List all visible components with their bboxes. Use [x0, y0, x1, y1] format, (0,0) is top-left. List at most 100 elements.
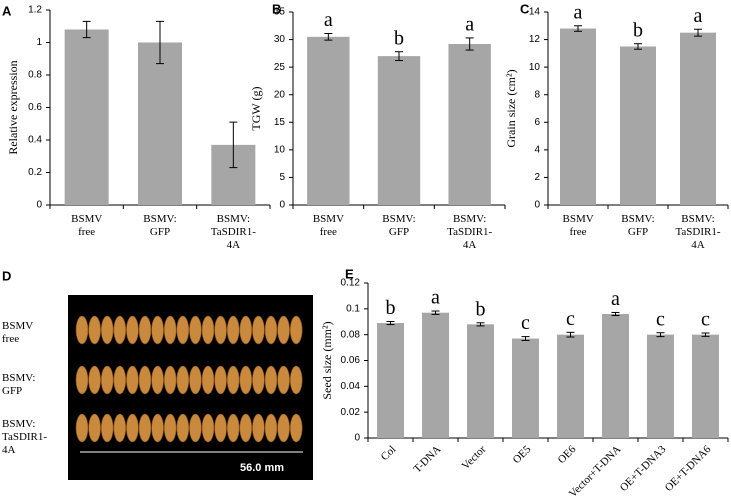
- bar: [560, 28, 596, 205]
- seed: [289, 315, 303, 345]
- y-tick-label: 0.12: [341, 278, 361, 289]
- y-tick-label: 0: [279, 200, 285, 211]
- seed: [151, 413, 164, 443]
- y-tick-label: 8: [534, 89, 540, 100]
- panel-letter: A: [2, 3, 12, 18]
- seed: [88, 365, 101, 395]
- bar: [467, 324, 494, 438]
- significance-letter: a: [431, 287, 440, 309]
- seed: [189, 315, 202, 345]
- y-tick-label: 14: [529, 7, 541, 18]
- panel-letter: D: [2, 268, 11, 283]
- y-tick-label: 15: [274, 117, 286, 128]
- y-tick-label: 6: [534, 117, 540, 128]
- seed: [252, 315, 265, 345]
- seed: [289, 365, 303, 395]
- y-axis-label: Seed size (mm²): [320, 321, 334, 399]
- bar: [377, 323, 404, 438]
- bar: [377, 56, 421, 205]
- seed: [75, 365, 89, 395]
- seed: [189, 413, 202, 443]
- significance-letter: a: [694, 5, 703, 27]
- seed: [126, 365, 139, 395]
- x-tick-label: BSMV: GFP: [621, 213, 655, 238]
- panel-letter: E: [345, 266, 354, 281]
- x-tick-label: BSMV free: [312, 213, 345, 238]
- y-tick-label: 5: [279, 172, 285, 183]
- seed: [113, 365, 127, 395]
- y-tick-label: 0.06: [341, 355, 361, 366]
- y-tick-label: 0.4: [28, 135, 42, 146]
- x-tick-label: Vector: [460, 443, 489, 472]
- seed: [201, 315, 215, 345]
- row-label: BSMV free: [2, 320, 33, 345]
- seed: [226, 315, 240, 345]
- y-tick-label: 1: [36, 37, 42, 48]
- significance-letter: a: [324, 9, 333, 31]
- x-tick-label: BSMV free: [562, 213, 594, 238]
- significance-letter: c: [656, 308, 665, 330]
- y-axis-label: Relative expression: [6, 60, 20, 154]
- significance-letter: c: [701, 309, 710, 331]
- y-tick-label: 10: [529, 62, 541, 73]
- y-tick-label: 2: [534, 172, 540, 183]
- bar: [512, 338, 539, 438]
- seed: [277, 315, 290, 345]
- seed: [264, 413, 278, 443]
- seed: [214, 413, 227, 443]
- x-tick-label: BSMV: GFP: [143, 213, 177, 238]
- seed: [239, 365, 253, 395]
- seed: [277, 365, 290, 395]
- x-tick-label: BSMV: TaSDIR1-4A: [447, 213, 493, 251]
- seed: [138, 413, 152, 443]
- seed: [201, 413, 215, 443]
- bar: [620, 46, 656, 205]
- seed: [75, 413, 89, 443]
- y-tick-label: 0.8: [28, 70, 42, 81]
- significance-letter: b: [633, 19, 643, 41]
- significance-letter: b: [476, 298, 486, 320]
- y-axis-label: TGW (g): [249, 86, 263, 130]
- y-tick-label: 20: [274, 89, 286, 100]
- seed: [113, 315, 127, 345]
- seed: [226, 365, 240, 395]
- bar: [448, 43, 491, 206]
- seed: [201, 365, 215, 395]
- bar: [557, 334, 584, 438]
- bar: [307, 36, 350, 205]
- y-tick-label: 0.04: [341, 381, 361, 392]
- y-tick-label: 0: [354, 433, 360, 444]
- bar: [422, 312, 449, 438]
- y-tick-label: 0: [36, 200, 42, 211]
- significance-letter: a: [611, 288, 620, 310]
- seed: [176, 365, 190, 395]
- seed: [151, 365, 164, 395]
- seed: [138, 315, 152, 345]
- seed: [163, 365, 177, 395]
- seed: [239, 413, 253, 443]
- seed: [163, 413, 177, 443]
- x-tick-label: BSMV: GFP: [382, 213, 416, 238]
- seed: [189, 365, 202, 395]
- x-tick-label: OE5: [511, 443, 534, 466]
- panel-letter: C: [520, 1, 530, 16]
- seed: [252, 413, 265, 443]
- y-tick-label: 0.02: [341, 407, 361, 418]
- y-tick-label: 30: [274, 34, 286, 45]
- y-axis-label: Grain size (cm²): [504, 69, 518, 147]
- significance-letter: c: [566, 308, 575, 330]
- bar: [680, 32, 716, 205]
- seed: [264, 365, 278, 395]
- x-tick-label: OE+T-DNA3: [618, 443, 669, 494]
- seed: [151, 315, 164, 345]
- seed: [214, 315, 227, 345]
- seed: [113, 413, 127, 443]
- panel-letter: B: [272, 1, 281, 16]
- seed: [214, 365, 227, 395]
- x-tick-label: Col: [379, 443, 399, 463]
- bar: [647, 334, 674, 438]
- seed: [100, 365, 114, 395]
- bar: [64, 29, 109, 205]
